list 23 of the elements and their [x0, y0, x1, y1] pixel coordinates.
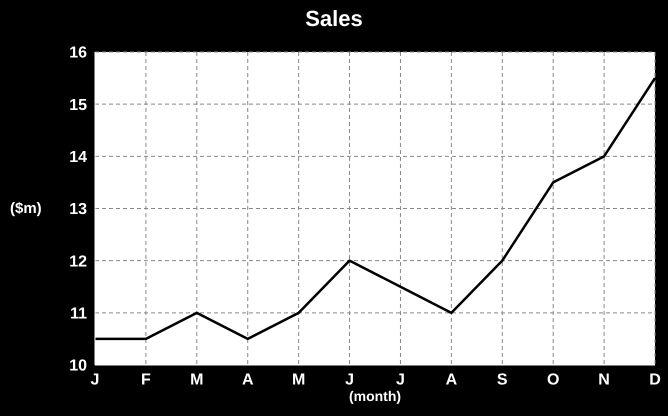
x-tick-label: M [190, 371, 204, 388]
x-tick-label: J [345, 371, 354, 388]
chart-title: Sales [304, 6, 364, 32]
y-tick-label: 16 [69, 44, 88, 62]
y-tick-label: 11 [70, 306, 88, 323]
y-axis-title: ($m) [10, 200, 42, 217]
y-tick-label: 13 [69, 201, 88, 218]
line-series [95, 76, 655, 340]
x-tick-label: D [649, 371, 661, 388]
x-axis-title: (month) [348, 388, 402, 404]
x-tick-label: A [446, 371, 458, 388]
x-tick-label: N [598, 371, 610, 388]
y-tick-label: 15 [69, 96, 88, 114]
x-tick-label: J [396, 371, 405, 388]
x-tick-label: A [242, 371, 254, 388]
x-tick-label: M [292, 371, 306, 388]
x-tick-label: O [546, 371, 560, 388]
y-tick-label: 10 [69, 358, 88, 375]
x-tick-label: S [496, 371, 508, 388]
y-tick-label: 12 [69, 253, 88, 270]
x-tick-label: J [90, 371, 100, 388]
y-tick-label: 14 [69, 149, 88, 166]
x-tick-label: F [141, 371, 152, 388]
